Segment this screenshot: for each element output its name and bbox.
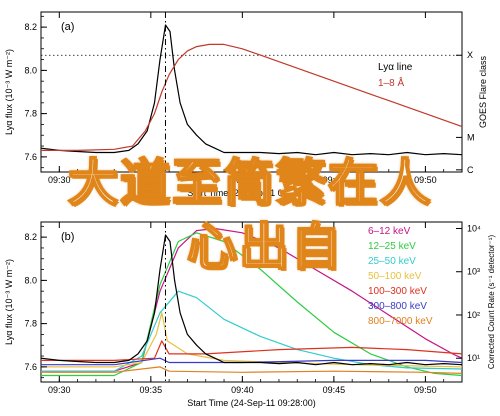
panel-b-legend-entry: 800–7000 keV xyxy=(368,316,433,327)
panel-b-legend-entry: 50–100 keV xyxy=(368,271,422,282)
panel-b-xtick-label: 09:45 xyxy=(323,385,346,395)
panel-a-legend-entry: Lyα line xyxy=(378,62,413,73)
panel-a-xtick-label: 09:30 xyxy=(48,175,71,185)
panel-b-ytick-label: 7.8 xyxy=(24,319,37,329)
panel-b-ytick-label: 8.2 xyxy=(24,232,37,242)
panel-b-label: (b) xyxy=(61,231,74,243)
panel-a-ytick-label: 8.0 xyxy=(24,65,37,75)
panel-a-ylabel: Lyα flux (10⁻³ W m⁻²) xyxy=(4,49,14,135)
panel-a-series-line-1 xyxy=(41,43,463,151)
panel-b-series-line-6 xyxy=(41,366,463,374)
panel-a-frame xyxy=(40,11,463,173)
panel-b-ytick-label: 8.0 xyxy=(24,275,37,285)
panel-a-legend-entry: 1–8 Å xyxy=(378,76,404,89)
panel-b-right-tick-label: 10⁴ xyxy=(467,223,481,233)
panel-b-xtick-label: 09:30 xyxy=(48,385,71,395)
panel-b-series-line-5 xyxy=(41,357,463,366)
panel-a-ytick-label: 8.2 xyxy=(24,22,37,32)
panel-a-label: (a) xyxy=(61,21,74,33)
panel-b-xlabel: Start Time (24-Sep-11 09:28:00) xyxy=(187,398,315,408)
panel-a-xtick-label: 09:50 xyxy=(414,175,437,185)
panel-b-ylabel: Lyα flux (10⁻³ W m⁻²) xyxy=(4,259,14,345)
panel-b-legend-entry: 6–12 keV xyxy=(368,226,411,237)
panel-a-xtick-label: 09:45 xyxy=(323,175,346,185)
panel-a-ytick-label: 7.6 xyxy=(24,152,37,162)
panel-a-right-tick-label: M xyxy=(467,132,475,142)
panel-a-series-line-0 xyxy=(40,24,463,156)
panel-b-legend-entry: 25–50 keV xyxy=(368,256,416,267)
panel-b-right-axis-label: Corrected Count Rate (s⁻¹ detector⁻¹) xyxy=(487,235,496,370)
panel-a-right-tick-label: C xyxy=(467,165,474,175)
panel-b-right-tick-label: 10¹ xyxy=(467,353,480,363)
panel-b-xtick-label: 09:50 xyxy=(414,385,437,395)
panel-b-right-tick-label: 10³ xyxy=(467,267,480,277)
panel-a-xtick-label: 09:40 xyxy=(231,175,254,185)
panel-b-legend-entry: 12–25 keV xyxy=(368,241,416,252)
panel-b-ytick-label: 7.6 xyxy=(24,362,37,372)
panel-a-xtick-label: 09:35 xyxy=(140,175,163,185)
panel-a-right-axis-label: GOES Flare class xyxy=(478,55,488,128)
panel-b-legend-entry: 300–800 keV xyxy=(368,301,427,312)
panel-b-series-line-7 xyxy=(40,234,463,366)
panel-b-xtick-label: 09:35 xyxy=(140,385,163,395)
panel-b-right-tick-label: 10² xyxy=(467,310,480,320)
panel-a-ytick-label: 7.8 xyxy=(24,109,37,119)
panel-a-right-tick-label: X xyxy=(467,50,473,60)
panel-a-xlabel: Start Time (24-Sep-11 09:28:00) xyxy=(187,188,315,198)
panel-b-xtick-label: 09:40 xyxy=(231,385,254,395)
panel-b-series-line-4 xyxy=(41,340,463,361)
panel-b-legend-entry: 100–300 keV xyxy=(368,286,427,297)
